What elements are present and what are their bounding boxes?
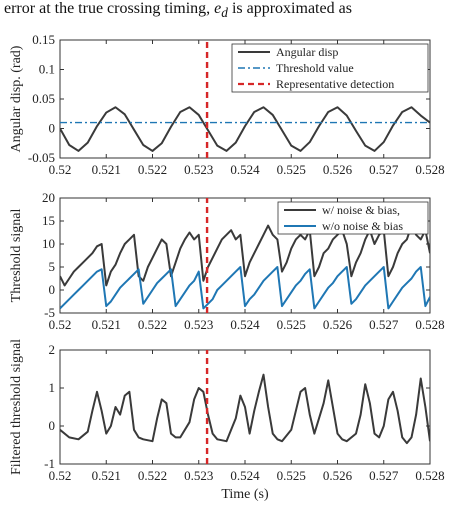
legend-box (277, 201, 429, 235)
y-tick-label: 0.1 (39, 62, 55, 77)
x-tick-label: 0.52 (49, 468, 72, 483)
x-tick-label: 0.522 (138, 468, 167, 483)
x-tick-label: 0.526 (323, 317, 353, 332)
y-tick-label: 1 (49, 380, 56, 395)
y-tick-label: 0.15 (32, 32, 55, 47)
y-tick-label: 0 (49, 282, 56, 297)
x-tick-label: 0.52 (49, 317, 72, 332)
x-tick-label: 0.521 (92, 162, 121, 177)
series-line-angular-disp (60, 106, 430, 152)
y-tick-label: 2 (49, 342, 56, 357)
header-text-prefix: error at the true crossing timing, (4, 0, 215, 17)
x-tick-label: 0.522 (138, 162, 167, 177)
x-axis-label: Time (s) (221, 487, 269, 502)
header-variable: e (214, 0, 222, 17)
y-tick-label: 5 (49, 259, 56, 274)
x-tick-label: 0.525 (277, 162, 306, 177)
x-tick-label: 0.521 (92, 317, 121, 332)
legend-entry-label: w/o noise & bias (322, 219, 403, 233)
legend-entry-label: Angular disp (276, 45, 338, 59)
y-tick-label: -5 (44, 305, 55, 320)
charts-group: 0.52 0.521 0.522 0.523 0.524 0.525 0.526 0.527 0… (9, 32, 445, 502)
legend: w/ noise & bias, w/o noise & bias (277, 201, 429, 235)
y-tick-label: -0.05 (28, 150, 55, 165)
x-tick-label: 0.521 (92, 468, 121, 483)
chart-panel-angular: 0.52 0.521 0.522 0.523 0.524 0.525 0.526 0.527 0… (9, 32, 445, 177)
x-tick-label: 0.526 (323, 468, 353, 483)
x-tick-label: 0.527 (369, 317, 399, 332)
x-tick-label: 0.52 (49, 162, 72, 177)
x-tick-label: 0.523 (184, 162, 213, 177)
x-tick-label: 0.525 (277, 468, 306, 483)
y-tick-label: -1 (44, 456, 55, 471)
y-axis-label: Threshold signal (9, 209, 24, 303)
x-tick-label: 0.528 (415, 162, 444, 177)
header-variable-subscript: d (221, 5, 228, 21)
series-line-signal (60, 373, 430, 445)
x-tick-label: 0.527 (369, 468, 399, 483)
x-tick-label: 0.523 (184, 468, 213, 483)
x-tick-label: 0.524 (230, 317, 260, 332)
header-text-suffix: is approximated as (227, 0, 352, 17)
chart-panel-filtered: 0.52 0.521 0.522 0.523 0.524 0.525 0.526 0.527 0… (9, 339, 445, 502)
series-group (60, 350, 430, 464)
legend-entry-label: w/ noise & bias, (322, 203, 400, 217)
x-tick-label: 0.522 (138, 317, 167, 332)
x-tick-label: 0.524 (230, 162, 260, 177)
x-tick-label: 0.523 (184, 317, 213, 332)
x-tick-label: 0.527 (369, 162, 399, 177)
x-tick-label: 0.528 (415, 317, 444, 332)
y-axis-label: Angular disp. (rad) (9, 45, 24, 152)
y-tick-label: 0.05 (32, 91, 55, 106)
y-axis-label: Filtered threshold signal (9, 339, 24, 475)
y-tick-label: 15 (42, 213, 55, 228)
legend-entry-label: Threshold value (276, 61, 354, 75)
x-tick-label: 0.528 (415, 468, 444, 483)
series-group (60, 40, 430, 158)
legend-entry-label: Representative detection (276, 77, 394, 91)
header-sentence: error at the true crossing timing, ed is… (4, 0, 352, 21)
chart-panel-threshold: 0.52 0.521 0.522 0.523 0.524 0.525 0.526 0.527 0… (9, 190, 445, 332)
series-line-w-o-noise-bias (60, 266, 430, 310)
y-tick-label: 0 (49, 418, 56, 433)
y-tick-label: 10 (42, 236, 55, 251)
y-tick-label: 0 (49, 121, 56, 136)
legend: Angular disp Threshold value Representativ… (231, 43, 429, 93)
y-tick-label: 20 (42, 190, 55, 205)
x-tick-label: 0.525 (277, 317, 306, 332)
x-tick-label: 0.524 (230, 468, 260, 483)
x-tick-label: 0.526 (323, 162, 353, 177)
